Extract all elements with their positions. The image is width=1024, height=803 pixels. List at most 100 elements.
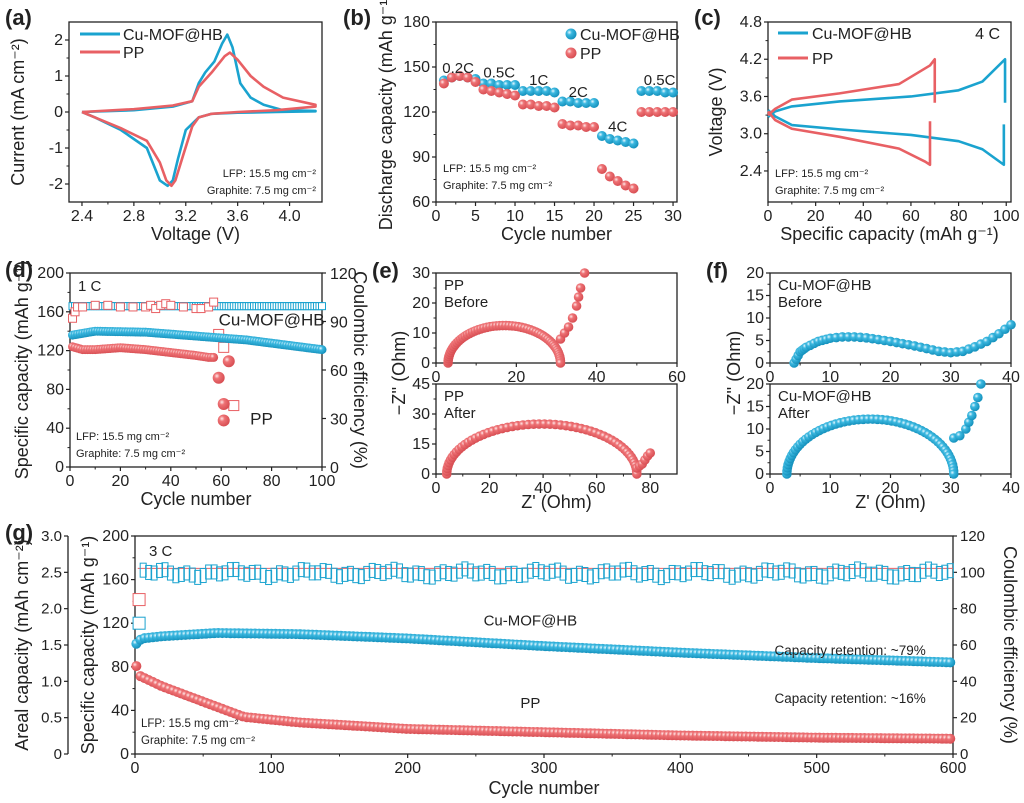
data-point: [668, 107, 679, 117]
y-tick-label: 15: [412, 436, 430, 453]
data-point-square: [303, 562, 311, 578]
x-tick-label: 2.8: [123, 208, 145, 225]
x-tick-label: 30: [942, 369, 960, 386]
data-point-square: [385, 564, 393, 580]
panel-label: (g): [5, 520, 33, 545]
data-point-square: [930, 563, 938, 579]
data-point-square: [472, 566, 480, 582]
series-label: PP: [520, 695, 540, 712]
y-tick-label: 200: [37, 265, 64, 282]
data-point-square: [739, 565, 747, 581]
data-point-square: [390, 561, 398, 577]
data-point-square: [218, 341, 230, 353]
panel-label: (c): [694, 5, 721, 30]
y-tick-label: 20: [746, 376, 764, 393]
data-point-square: [216, 566, 224, 582]
data-point: [533, 86, 544, 96]
data-point: [502, 80, 513, 90]
data-point: [644, 86, 655, 96]
data-point: [517, 86, 528, 96]
data-point: [620, 180, 631, 191]
data-point-square: [232, 561, 240, 577]
data-point: [478, 84, 489, 95]
rate-label: 4C: [608, 119, 627, 136]
rate-label: 0.2C: [442, 60, 474, 77]
data-point-square: [870, 566, 878, 582]
data-point-square: [706, 566, 714, 582]
data-point: [581, 122, 592, 132]
x-tick-label: 30: [664, 208, 682, 225]
data-point-square: [625, 561, 633, 577]
data-point: [217, 414, 230, 427]
x-tick-label: 25: [625, 208, 643, 225]
eis-annotation: Before: [778, 294, 822, 311]
data-point-square: [810, 565, 818, 581]
x-tick-label: 400: [667, 760, 694, 777]
x-axis-label: Specific capacity (mAh g⁻¹): [780, 224, 999, 244]
data-point: [217, 397, 230, 410]
data-point: [652, 86, 663, 96]
x-tick-label: 0: [432, 480, 441, 497]
y2-tick-label: 120: [960, 528, 985, 545]
data-point-square: [772, 565, 780, 581]
data-point: [596, 164, 607, 174]
data-point-square: [526, 563, 534, 579]
data-point-square: [941, 564, 949, 580]
x-tick-label: 600: [940, 760, 967, 777]
data-point-square: [695, 562, 703, 578]
series-line-cu-mof: [767, 57, 1007, 118]
data-point: [612, 135, 623, 146]
data-point: [620, 137, 631, 147]
panel-a-cv-curves: 2.4 2.8 3.2 3.6 4.0 -2 -1 0 1 2 Voltage (V) Current…: [5, 5, 323, 244]
legend-label: PP: [812, 51, 833, 68]
y2-tick-label: 0: [330, 460, 339, 477]
y-tick-label: 2: [54, 32, 63, 49]
data-point: [486, 78, 497, 89]
y-tick-label: 5: [755, 444, 764, 461]
data-point: [462, 72, 473, 83]
x-tick-label: 20: [585, 208, 603, 225]
areal-tick-label: 0: [54, 746, 62, 763]
data-point-square: [368, 562, 376, 578]
data-point-square: [204, 302, 214, 312]
y-tick-label: 120: [37, 343, 64, 360]
y-tick-label: 0: [120, 746, 129, 763]
data-point-square: [837, 564, 845, 580]
series-line-pp: [766, 110, 932, 167]
data-point-square: [477, 565, 485, 581]
data-point-square: [924, 561, 932, 577]
y-tick-label: 0: [54, 104, 63, 121]
x-tick-label: 0: [131, 760, 140, 777]
data-point-square: [363, 565, 371, 581]
x-tick-label: 20: [112, 473, 130, 490]
panel-f-eis-before: 0 10 20 30 4005101520(f)Cu-MOF@HBBefore−Z'' …: [706, 258, 1020, 415]
data-point-square: [581, 566, 589, 582]
data-point-square: [259, 567, 267, 583]
rate-annotation: 3 C: [149, 543, 173, 560]
data-point-square: [548, 563, 556, 579]
x-axis-label: Cycle number: [501, 224, 612, 244]
legend-label: PP: [580, 46, 601, 63]
data-point-square: [679, 567, 687, 583]
data-point-square: [597, 564, 605, 580]
data-point-square: [455, 563, 463, 579]
data-point-square: [745, 567, 752, 583]
y-tick-label: -2: [49, 176, 63, 193]
panel-label: (a): [5, 5, 32, 30]
x-tick-label: 100: [309, 473, 336, 490]
data-point-square: [188, 567, 196, 583]
eis-annotation: After: [444, 405, 476, 422]
data-point: [967, 410, 977, 421]
rate-label: 0.5C: [644, 72, 676, 89]
y2-tick-label: 100: [960, 564, 985, 581]
y-tick-label: 1: [54, 68, 63, 85]
data-point-square: [859, 563, 867, 579]
data-point: [555, 358, 566, 368]
data-point: [517, 99, 528, 110]
data-point-square: [946, 563, 954, 579]
data-point-square: [226, 562, 234, 578]
data-point-square: [248, 564, 256, 580]
